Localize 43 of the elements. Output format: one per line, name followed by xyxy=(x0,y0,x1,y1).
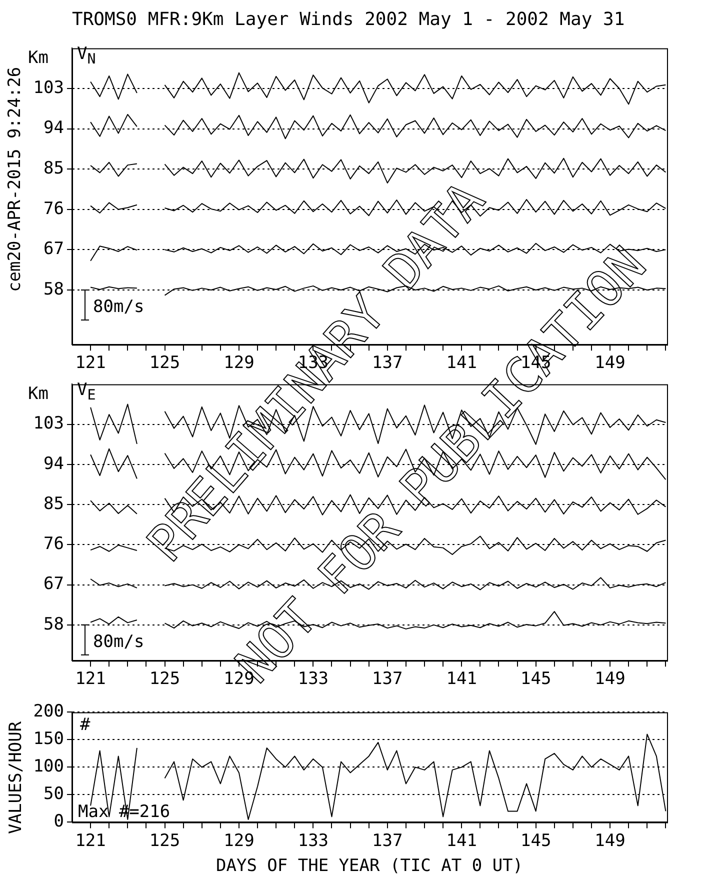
y-tick-label: 94 xyxy=(44,454,64,474)
x-tick-label: 125 xyxy=(149,669,180,690)
x-tick-label: 141 xyxy=(446,669,477,690)
y-axis-title: VALUES/HOUR xyxy=(6,721,26,834)
y-axis-title: Km xyxy=(28,48,48,68)
y-tick-label: 76 xyxy=(44,534,64,554)
y-tick-label: 85 xyxy=(44,494,64,514)
x-tick-label: 121 xyxy=(75,353,106,374)
y-tick-label: 94 xyxy=(44,118,64,138)
chart-title: TROMS0 MFR:9Km Layer Winds 2002 May 1 - 2002 May 31 xyxy=(72,9,625,30)
annotation: 80m/s xyxy=(93,632,144,652)
y-tick-label: 67 xyxy=(44,574,64,594)
x-tick-label: 133 xyxy=(298,830,329,851)
x-tick-label: 137 xyxy=(372,669,403,690)
y-tick-label: 85 xyxy=(44,158,64,179)
chart-subtitle: V$_{E}$ xyxy=(77,380,96,404)
y-tick-label: 67 xyxy=(44,239,64,260)
x-tick-label: 121 xyxy=(75,669,106,690)
x-tick-label: 149 xyxy=(594,830,626,851)
y-tick-label: 50 xyxy=(44,784,64,804)
x-tick-label: 125 xyxy=(149,830,180,851)
y-axis-title: Km xyxy=(28,384,48,404)
y-tick-label: 150 xyxy=(33,729,64,750)
x-tick-label: 145 xyxy=(520,669,552,690)
y-tick-label: 200 xyxy=(33,702,64,722)
x-tick-label: 145 xyxy=(520,830,552,851)
text: cem20-APR-2015 9:24:26 xyxy=(5,66,25,292)
x-tick-label: 129 xyxy=(224,830,254,851)
y-tick-label: 100 xyxy=(33,756,64,777)
y-tick-label: 58 xyxy=(44,614,64,634)
annotation: # xyxy=(80,715,91,736)
x-tick-label: 149 xyxy=(594,669,626,690)
x-tick-label: 121 xyxy=(75,830,106,851)
y-tick-label: 103 xyxy=(33,78,64,98)
y-tick-label: 58 xyxy=(44,279,64,300)
y-tick-label: 103 xyxy=(33,414,64,434)
x-tick-label: 141 xyxy=(446,830,477,851)
x-axis-title: DAYS OF THE YEAR (TIC AT 0 UT) xyxy=(216,856,524,876)
annotation: 80m/s xyxy=(93,296,144,317)
chart-subtitle: V$_{N}$ xyxy=(77,44,96,68)
x-tick-label: 137 xyxy=(372,830,403,851)
y-tick-label: 0 xyxy=(54,812,64,832)
y-tick-label: 76 xyxy=(44,198,64,219)
